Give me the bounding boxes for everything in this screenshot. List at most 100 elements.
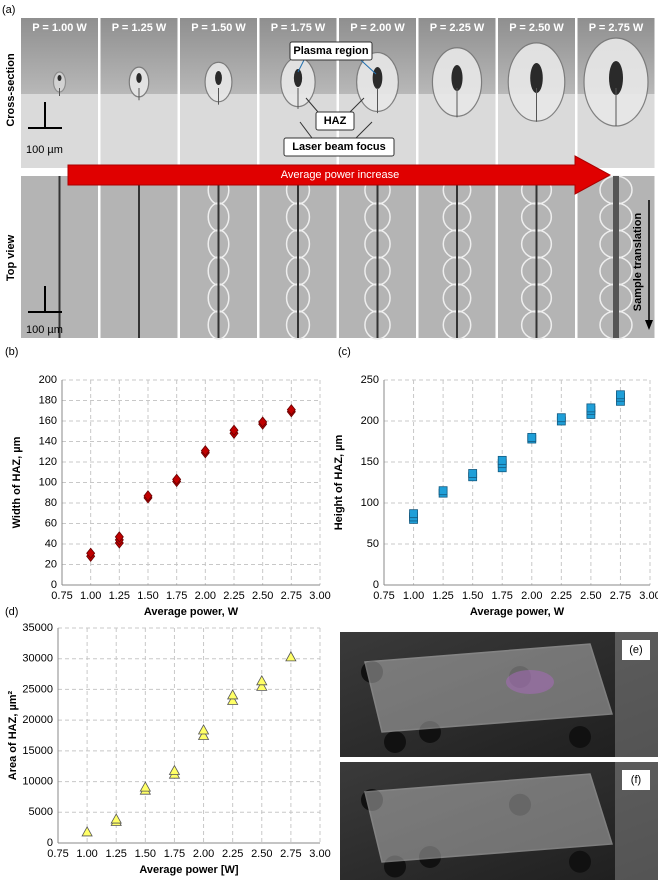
power-label: P = 1.00 W — [32, 22, 87, 34]
point — [229, 424, 239, 436]
power-label: P = 2.00 W — [350, 22, 405, 34]
power-label: P = 1.75 W — [271, 22, 326, 34]
plasma — [609, 61, 623, 95]
x-tick-label: 0.75 — [47, 848, 68, 860]
x-tick-label: 2.25 — [551, 590, 572, 602]
plasma — [451, 65, 463, 91]
arrow-head — [645, 320, 653, 330]
callout: Plasma region — [293, 45, 368, 57]
point — [497, 455, 507, 465]
point — [256, 675, 268, 686]
hole — [419, 721, 441, 743]
x-tick-label: 1.75 — [164, 848, 185, 860]
point — [114, 531, 124, 543]
point — [286, 404, 296, 416]
plasma — [215, 71, 222, 85]
x-tick-label: 2.00 — [193, 848, 214, 860]
callout: HAZ — [324, 115, 347, 127]
x-axis-label: Average power [W] — [139, 864, 239, 876]
point — [226, 694, 239, 705]
point — [409, 509, 418, 519]
point — [468, 469, 478, 478]
hole — [384, 731, 406, 753]
y-tick-label: 40 — [45, 538, 57, 550]
y-tick-label: 200 — [39, 374, 57, 386]
point — [256, 680, 268, 691]
y-axis-label: Area of HAZ, µm² — [7, 690, 19, 780]
y-tick-label: 150 — [361, 456, 379, 468]
panel-label: (e) — [629, 644, 642, 656]
point — [226, 689, 239, 700]
y-axis-label: Width of HAZ, µm — [11, 436, 23, 528]
y-tick-label: 35000 — [22, 622, 53, 634]
arrow-label: Average power increase — [281, 169, 399, 181]
point — [285, 651, 297, 662]
scale-label: 100 µm — [26, 144, 63, 156]
plasma — [372, 67, 383, 89]
point — [200, 445, 210, 457]
glass-slide — [364, 773, 613, 863]
x-tick-label: 3.00 — [309, 848, 330, 860]
y-tick-label: 15000 — [22, 745, 53, 757]
panel-label: (b) — [5, 346, 18, 358]
y-tick-label: 100 — [361, 497, 379, 509]
y-axis-label: Height of HAZ, µm — [333, 435, 345, 531]
y-tick-label: 0 — [51, 579, 57, 591]
plasma — [293, 69, 303, 87]
y-tick-label: 140 — [39, 435, 57, 447]
x-tick-label: 2.75 — [281, 590, 302, 602]
x-tick-label: 1.50 — [137, 590, 158, 602]
point — [197, 724, 210, 735]
y-tick-label: 5000 — [29, 806, 53, 818]
point — [258, 416, 268, 428]
y-tick-label: 60 — [45, 517, 57, 529]
y-tick-label: 160 — [39, 415, 57, 427]
point — [527, 432, 537, 442]
power-label: P = 2.25 W — [430, 22, 485, 34]
x-tick-label: 1.50 — [135, 848, 156, 860]
hole — [419, 846, 441, 868]
x-tick-label: 1.75 — [166, 590, 187, 602]
power-label: P = 1.25 W — [112, 22, 167, 34]
hole — [361, 661, 383, 683]
callout: Laser beam focus — [292, 141, 386, 153]
x-tick-label: 2.75 — [610, 590, 631, 602]
y-tick-label: 120 — [39, 456, 57, 468]
y-tick-label: 25000 — [22, 683, 53, 695]
x-tick-label: 1.25 — [109, 590, 130, 602]
plasma — [136, 73, 142, 83]
power-arrow — [67, 155, 612, 195]
point — [86, 547, 96, 559]
x-tick-label: 3.00 — [639, 590, 658, 602]
callout-box — [283, 137, 395, 157]
x-tick-label: 2.25 — [223, 590, 244, 602]
power-label: P = 2.75 W — [589, 22, 644, 34]
x-tick-label: 1.00 — [403, 590, 424, 602]
hole — [384, 855, 406, 878]
y-tick-label: 20000 — [22, 714, 53, 726]
y-tick-label: 30000 — [22, 653, 53, 665]
point — [143, 490, 153, 502]
glass-slide — [364, 643, 613, 733]
plasma — [530, 63, 543, 93]
hole — [361, 789, 383, 811]
y-tick-label: 180 — [39, 394, 57, 406]
point — [172, 473, 182, 486]
point — [586, 403, 596, 413]
panel-label: (a) — [2, 4, 15, 16]
point — [139, 781, 152, 792]
y-tick-label: 100 — [39, 476, 57, 488]
y-tick-label: 10000 — [22, 775, 53, 787]
x-tick-label: 2.00 — [521, 590, 542, 602]
plasma — [57, 75, 62, 81]
stress-pattern — [506, 670, 554, 694]
point — [168, 764, 181, 775]
scale-label: 100 µm — [26, 324, 63, 336]
x-tick-label: 2.50 — [251, 848, 272, 860]
callout-box — [289, 41, 373, 61]
y-tick-label: 80 — [45, 497, 57, 509]
x-tick-label: 2.50 — [580, 590, 601, 602]
x-tick-label: 2.00 — [195, 590, 216, 602]
point — [438, 486, 448, 496]
